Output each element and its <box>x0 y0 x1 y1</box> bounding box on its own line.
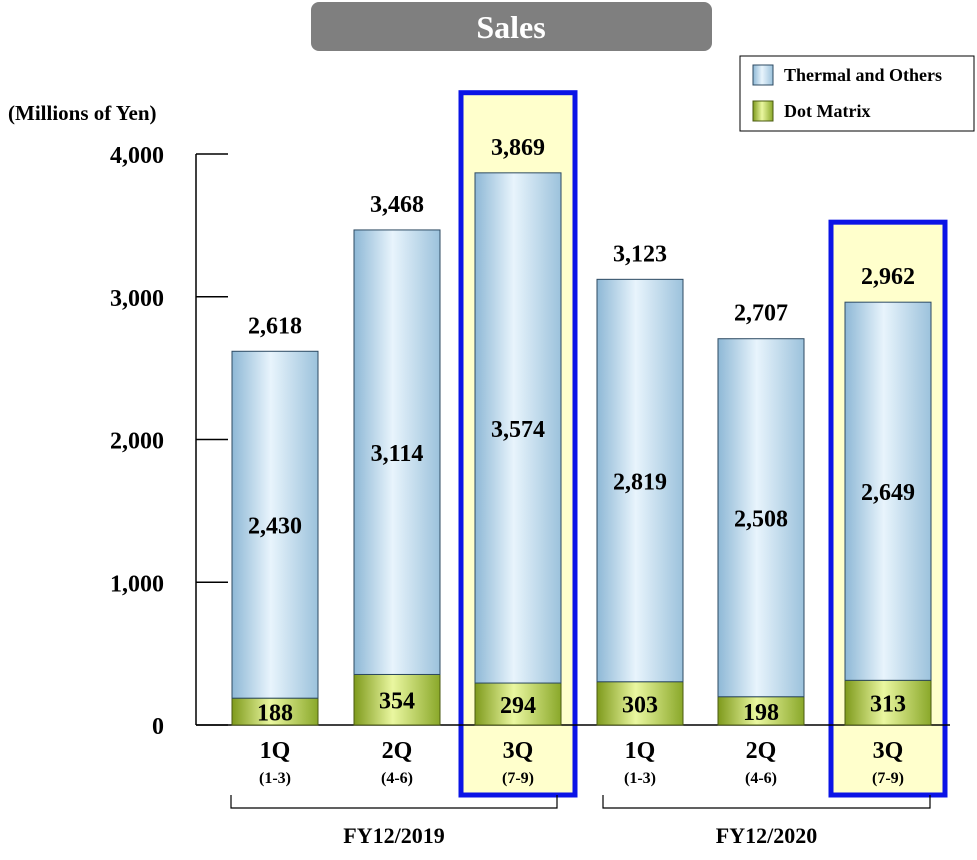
x-category-range: (7-9) <box>502 770 534 787</box>
group-label: FY12/2020 <box>716 823 817 848</box>
bar-thermal-and-others <box>844 301 932 681</box>
group-brackets: FY12/2019 FY12/2020 <box>230 795 931 848</box>
axes: 0 1,000 2,000 3,000 4,000 <box>110 143 950 740</box>
thermal-value-label: 2,508 <box>734 507 788 533</box>
x-category-range: (7-9) <box>872 770 904 787</box>
bar-thermal-and-others <box>231 350 319 699</box>
y-axis-label: (Millions of Yen) <box>8 101 157 125</box>
x-category-range: (4-6) <box>381 770 413 787</box>
dot-matrix-value-label: 354 <box>379 689 415 715</box>
x-category-quarter: 1Q <box>625 738 656 764</box>
chart-title: Sales <box>311 2 712 51</box>
bar-dot-matrix <box>844 679 932 726</box>
bar-thermal-and-others <box>353 229 441 675</box>
bar-thermal-and-others <box>717 338 805 698</box>
x-category-range: (4-6) <box>745 770 777 787</box>
y-tick-label: 1,000 <box>110 571 164 597</box>
x-category-range: (1-3) <box>259 770 291 787</box>
legend: Thermal and Others Dot Matrix <box>739 55 975 132</box>
legend-label-thermal: Thermal and Others <box>784 65 942 85</box>
total-value-label: 3,468 <box>370 192 424 218</box>
x-category-range: (1-3) <box>624 770 656 787</box>
x-category-quarter: 3Q <box>503 738 534 764</box>
group-label: FY12/2019 <box>343 823 444 848</box>
total-value-label: 3,869 <box>491 135 545 161</box>
total-value-label: 2,962 <box>861 264 915 290</box>
total-value-label: 2,618 <box>248 313 302 339</box>
x-category-quarter: 2Q <box>746 738 777 764</box>
bar-dot-matrix <box>717 696 805 726</box>
title-box <box>311 2 712 51</box>
dot-matrix-value-label: 294 <box>500 693 536 719</box>
thermal-value-label: 2,819 <box>613 470 667 496</box>
dot-matrix-value-label: 188 <box>257 701 293 727</box>
y-tick-label: 2,000 <box>110 429 164 455</box>
bar-dot-matrix <box>353 673 441 726</box>
thermal-value-label: 3,574 <box>491 417 545 443</box>
dot-matrix-value-label: 303 <box>622 692 658 718</box>
group-bracket <box>230 795 558 809</box>
bar-thermal-and-others <box>474 172 562 684</box>
y-tick-label: 4,000 <box>110 143 164 169</box>
x-category-quarter: 1Q <box>260 738 291 764</box>
legend-swatch-thermal <box>752 64 774 86</box>
bar-thermal-and-others <box>596 278 684 683</box>
y-tick-label: 3,000 <box>110 286 164 312</box>
legend-label-dot-matrix: Dot Matrix <box>784 101 870 121</box>
thermal-value-label: 2,430 <box>248 514 302 540</box>
legend-swatch-dot-matrix <box>752 100 774 122</box>
legend-box <box>739 55 975 132</box>
x-category-quarter: 3Q <box>873 738 904 764</box>
y-tick-label: 0 <box>152 714 164 740</box>
total-value-label: 2,707 <box>734 301 788 327</box>
thermal-value-label: 2,649 <box>861 480 915 506</box>
group-bracket <box>602 795 931 809</box>
bar-dot-matrix <box>596 681 684 726</box>
dot-matrix-value-label: 313 <box>870 692 906 718</box>
total-value-label: 3,123 <box>613 241 667 267</box>
x-category-quarter: 2Q <box>382 738 413 764</box>
dot-matrix-value-label: 198 <box>743 700 779 726</box>
title-text: Sales <box>476 9 545 45</box>
bars: 188 2,430 2,618 354 3,114 3,468 294 3,574 3,869 3… <box>231 135 932 727</box>
thermal-value-label: 3,114 <box>371 441 424 467</box>
x-axis-labels: 1Q (1-3) 2Q (4-6) 3Q (7-9) 1Q (1-3) 2Q (4-6) 3Q (7-… <box>259 738 904 787</box>
